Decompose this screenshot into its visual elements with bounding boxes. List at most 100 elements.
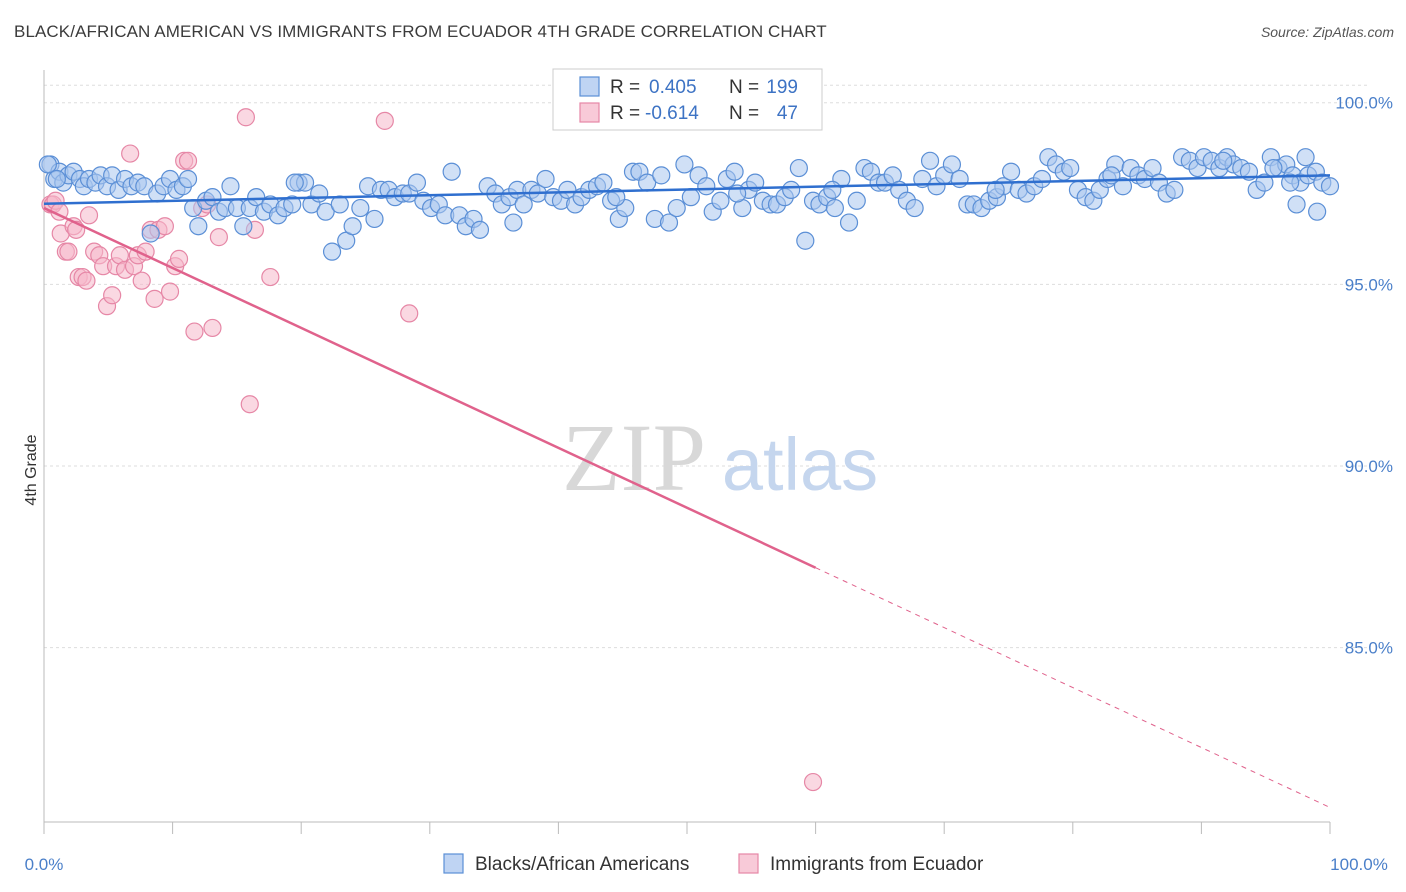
- point-black: [1032, 169, 1052, 189]
- point-black: [1001, 162, 1021, 181]
- point-ecuador: [236, 108, 256, 127]
- watermark-atlas: atlas: [722, 423, 878, 506]
- point-black: [607, 188, 626, 207]
- legend-r-label-1: R =: [610, 103, 640, 124]
- y-tick-label: 95.0%: [1345, 275, 1393, 294]
- point-black: [1214, 151, 1233, 170]
- point-black: [322, 242, 342, 261]
- y-tick-label: 85.0%: [1345, 639, 1393, 658]
- x-tick-label: 100.0%: [1330, 855, 1388, 874]
- point-ecuador: [132, 271, 151, 290]
- series-black-points: [38, 148, 1340, 261]
- point-black: [711, 191, 730, 210]
- point-black: [1281, 173, 1300, 192]
- point-ecuador: [261, 267, 280, 287]
- point-black: [504, 213, 523, 232]
- point-black: [1320, 177, 1340, 196]
- y-axis-label: 4th Grade: [23, 434, 40, 505]
- point-black: [351, 198, 370, 218]
- point-black: [407, 173, 427, 192]
- bottom-legend-swatch-blue: [443, 853, 464, 874]
- point-black: [310, 184, 329, 203]
- trend-lines: [43, 174, 1331, 808]
- point-black: [697, 177, 716, 196]
- grid-lines: [44, 84, 1370, 649]
- point-black: [283, 195, 302, 214]
- legend-swatch-blue: [579, 76, 600, 97]
- point-ecuador: [169, 249, 189, 269]
- point-black: [365, 209, 384, 229]
- point-ecuador: [203, 318, 222, 338]
- point-black: [470, 220, 490, 239]
- point-ecuador: [209, 228, 228, 247]
- y-tick-label: 100.0%: [1335, 94, 1393, 113]
- point-black: [1264, 158, 1283, 178]
- trend-line-ecuador: [43, 206, 817, 569]
- point-black: [1287, 195, 1306, 214]
- point-black: [789, 158, 808, 178]
- bottom-legend: Blacks/African Americans Immigrants from…: [443, 853, 984, 875]
- point-black: [905, 198, 924, 218]
- chart-title: BLACK/AFRICAN AMERICAN VS IMMIGRANTS FRO…: [14, 22, 827, 41]
- point-ecuador: [178, 151, 198, 170]
- point-black: [343, 217, 362, 236]
- point-black: [1165, 180, 1184, 199]
- point-ecuador: [375, 111, 394, 130]
- legend-box: R = 0.405 N = 199 R = -0.614 N = 47: [552, 68, 823, 131]
- point-ecuador: [240, 395, 259, 414]
- point-ecuador: [77, 271, 96, 290]
- bottom-legend-label-0: Blacks/African Americans: [475, 854, 689, 875]
- point-black: [1113, 177, 1133, 196]
- point-black: [285, 173, 304, 192]
- legend-n-label-0: N =: [729, 77, 759, 98]
- trend-line-black: [43, 174, 1331, 205]
- point-black: [536, 169, 555, 189]
- point-black: [659, 213, 679, 232]
- point-ecuador: [400, 304, 419, 323]
- point-black: [316, 202, 335, 221]
- trend-line-ecuador-extrapolated: [815, 567, 1331, 808]
- point-black: [1296, 148, 1315, 167]
- x-tick-label: 0.0%: [25, 855, 64, 874]
- point-black: [681, 188, 700, 207]
- bottom-legend-label-1: Immigrants from Ecuador: [770, 854, 984, 875]
- point-black: [667, 198, 686, 218]
- point-ecuador: [145, 289, 164, 308]
- point-ecuador: [160, 282, 180, 301]
- point-black: [847, 191, 866, 210]
- axes: [43, 70, 1331, 834]
- point-black: [652, 166, 671, 185]
- point-black: [986, 180, 1005, 199]
- legend-n-label-1: N =: [729, 103, 759, 124]
- legend-r-label-0: R =: [610, 77, 640, 98]
- point-black: [558, 180, 577, 199]
- point-black: [330, 195, 349, 214]
- point-black: [823, 180, 842, 199]
- source-label: Source: ZipAtlas.com: [1260, 24, 1394, 40]
- point-ecuador: [79, 206, 99, 225]
- point-ecuador: [103, 286, 122, 305]
- point-black: [1061, 158, 1080, 178]
- point-black: [1308, 202, 1327, 221]
- point-ecuador: [59, 242, 78, 261]
- x-tick-labels: 0.0% 100.0%: [25, 855, 1388, 874]
- point-ecuador: [185, 322, 204, 341]
- watermark-zip: ZIP: [562, 404, 706, 511]
- legend-n-value-0: 199: [766, 77, 798, 98]
- legend-r-value-1: -0.614: [645, 103, 699, 124]
- point-black: [442, 162, 461, 181]
- point-black: [234, 217, 253, 236]
- point-black: [178, 169, 198, 189]
- point-black: [47, 169, 66, 189]
- y-tick-label: 90.0%: [1345, 457, 1393, 476]
- point-black: [796, 231, 815, 250]
- point-black: [839, 213, 859, 232]
- point-black: [141, 224, 160, 243]
- point-black: [825, 198, 844, 218]
- point-black: [38, 155, 57, 174]
- point-black: [950, 169, 969, 189]
- point-black: [920, 151, 940, 170]
- watermark: ZIP atlas: [562, 404, 878, 511]
- y-tick-labels: 85.0% 90.0% 95.0% 100.0%: [1335, 94, 1393, 658]
